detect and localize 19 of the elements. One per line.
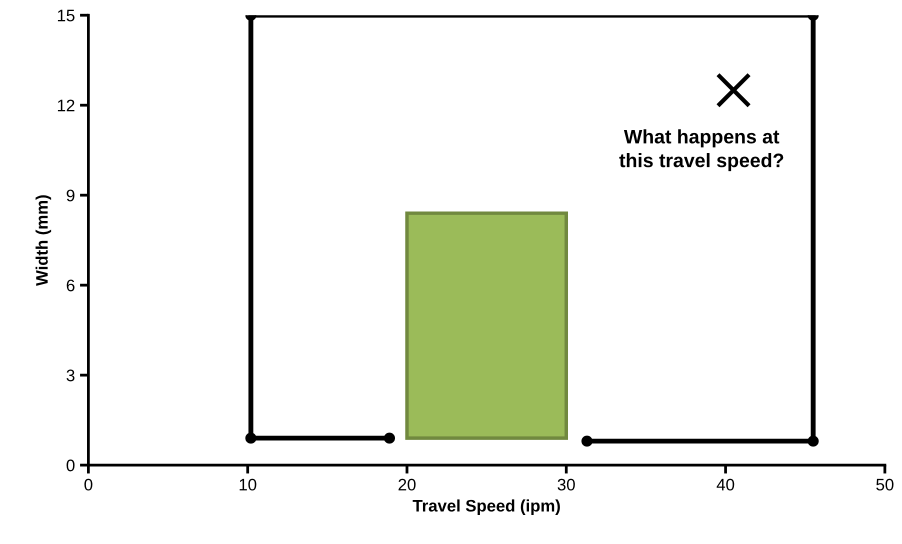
y-tick-label: 6 xyxy=(66,280,74,292)
y-tick-label: 3 xyxy=(66,370,74,382)
y-tick-label: 0 xyxy=(66,460,75,472)
point xyxy=(245,432,256,444)
y-tick-label: 15 xyxy=(58,10,75,22)
y-tick-label: 12 xyxy=(58,100,74,112)
point xyxy=(384,432,396,444)
x-tick-label: 50 xyxy=(876,478,894,491)
x-tick-label: 10 xyxy=(240,478,256,491)
y-tick-label: 9 xyxy=(66,190,74,202)
x-axis-title: Travel Speed (ipm) xyxy=(412,499,560,515)
x-tick-label: 40 xyxy=(716,478,734,491)
y-axis-title: Width (mm) xyxy=(36,195,52,286)
point xyxy=(808,436,819,447)
annotation: What happens at this travel speed? xyxy=(619,129,784,172)
x-tick-label: 0 xyxy=(84,478,92,491)
x-tick-label: 20 xyxy=(398,478,416,491)
point xyxy=(581,436,593,447)
x-tick-label: 30 xyxy=(558,478,575,491)
